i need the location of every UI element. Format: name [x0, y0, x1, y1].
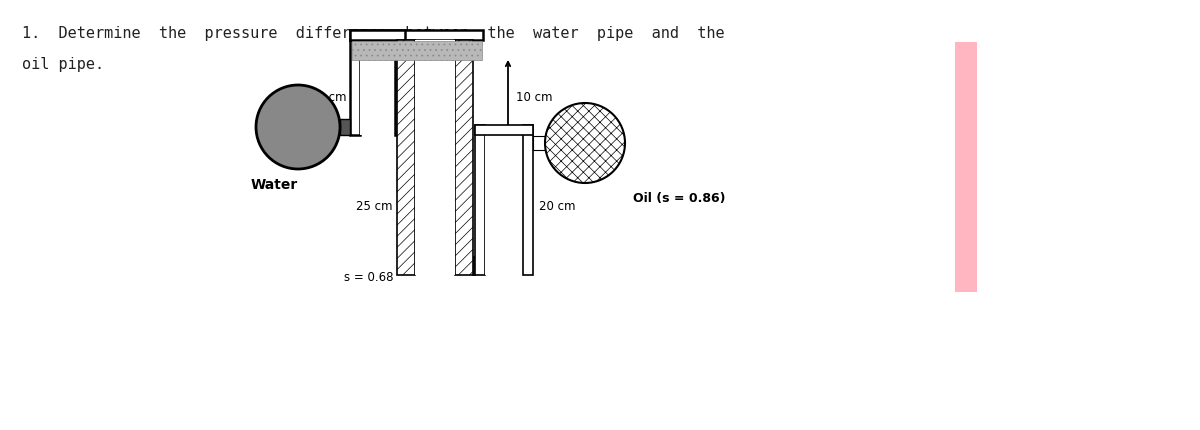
Bar — [455, 41, 473, 275]
Bar — [475, 126, 485, 275]
Bar — [350, 31, 482, 41]
Text: Hg: Hg — [440, 28, 457, 41]
Text: oil pipe.: oil pipe. — [22, 57, 104, 72]
Bar — [485, 136, 523, 275]
Bar — [395, 41, 406, 136]
Bar — [415, 41, 455, 275]
Text: 1.  Determine  the  pressure  difference  between  the  water  pipe  and  the: 1. Determine the pressure difference bet… — [22, 26, 725, 41]
Text: 10 cm: 10 cm — [516, 90, 552, 103]
Bar — [350, 41, 360, 136]
Bar — [397, 41, 415, 275]
Circle shape — [545, 104, 625, 184]
Bar — [475, 126, 533, 136]
Bar — [955, 43, 977, 292]
Bar — [523, 126, 533, 275]
Bar — [533, 137, 545, 150]
Bar — [350, 31, 406, 41]
Text: s = 0.68: s = 0.68 — [343, 270, 394, 283]
Text: 25 cm: 25 cm — [356, 199, 394, 212]
Bar — [360, 41, 395, 136]
Text: 20 cm: 20 cm — [539, 199, 576, 212]
Circle shape — [256, 86, 340, 169]
Bar — [340, 120, 350, 136]
Bar — [473, 258, 475, 275]
Text: 15 cm: 15 cm — [310, 90, 346, 103]
Text: Water: Water — [251, 178, 299, 191]
Bar — [352, 42, 482, 61]
Text: Oil (s = 0.86): Oil (s = 0.86) — [634, 191, 726, 205]
